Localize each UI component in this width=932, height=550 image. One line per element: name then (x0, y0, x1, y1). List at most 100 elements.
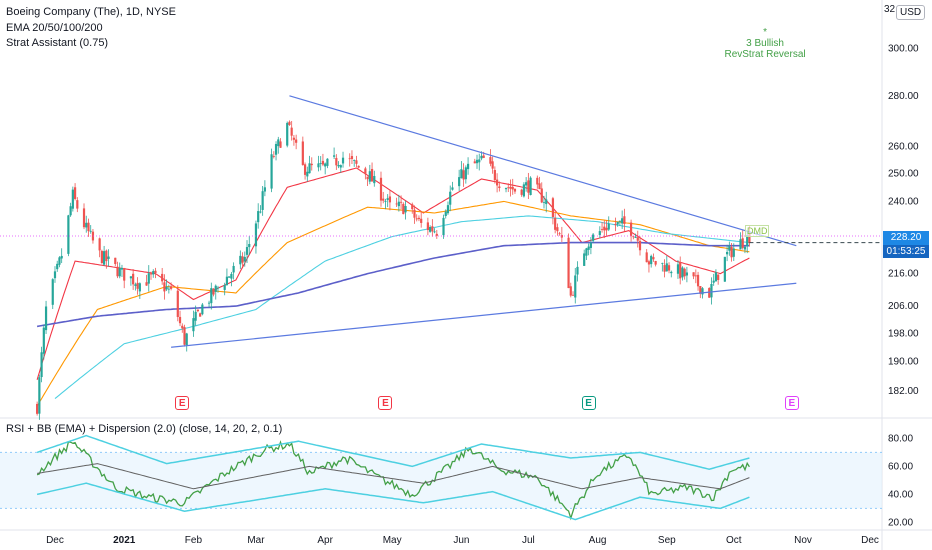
currency-button[interactable]: USD (896, 5, 926, 20)
ema-line-ema-100 (54, 215, 750, 400)
candle (69, 206, 72, 216)
candle (357, 165, 360, 168)
candle (53, 271, 57, 279)
earnings-marker[interactable]: E (378, 396, 393, 410)
candle (451, 187, 454, 190)
symbol-title[interactable]: Boeing Company (The), 1D, NYSE (6, 6, 176, 18)
earnings-marker[interactable]: E (784, 396, 799, 410)
candle (654, 260, 657, 265)
candle (397, 201, 400, 207)
candle (288, 121, 291, 125)
candle (152, 271, 155, 275)
rsi-tick-label: 20.00 (888, 517, 913, 528)
candle (681, 267, 684, 278)
candle (462, 170, 465, 180)
candle (274, 143, 278, 155)
candle (480, 155, 483, 159)
candle (73, 187, 77, 199)
strat-indicator-label[interactable]: Strat Assistant (0.75) (6, 37, 109, 49)
candle (661, 262, 664, 264)
candle (201, 304, 204, 315)
candle (261, 191, 264, 210)
rsi-tick-label: 80.00 (888, 433, 913, 444)
candle (525, 182, 528, 186)
price-tick-label: 260.00 (888, 142, 919, 153)
candle (504, 188, 508, 190)
candle (652, 257, 655, 260)
candle (165, 286, 168, 290)
candle (665, 263, 668, 272)
candle (335, 157, 338, 166)
candle (290, 127, 293, 136)
rsi-line-basis (37, 463, 750, 490)
candle (42, 327, 45, 354)
candle (116, 266, 119, 277)
candle (489, 157, 492, 164)
candle (123, 267, 126, 281)
candle (748, 233, 751, 244)
candle (636, 237, 639, 241)
candle (714, 272, 718, 282)
candle (230, 273, 233, 279)
earnings-marker[interactable]: E (175, 396, 190, 410)
price-tick-label: 190.00 (888, 357, 919, 368)
candle (317, 163, 320, 168)
time-tick-label: Dec (861, 535, 879, 546)
candle (167, 288, 170, 290)
candle (194, 311, 197, 321)
earnings-marker[interactable]: E (581, 396, 596, 410)
candle (341, 157, 345, 164)
candle (638, 241, 642, 251)
candle (308, 163, 311, 174)
candle (491, 161, 494, 169)
candle (583, 253, 586, 266)
candle (413, 209, 416, 218)
trendline (171, 282, 797, 348)
candle (411, 204, 414, 210)
candle (527, 180, 530, 193)
candle (60, 255, 63, 259)
candle (466, 163, 470, 170)
candle (136, 282, 139, 289)
candle (248, 243, 251, 248)
candle (107, 256, 110, 259)
candle (685, 272, 689, 276)
ema-indicator-label[interactable]: EMA 20/50/100/200 (6, 22, 103, 34)
candle (545, 199, 548, 205)
candle (310, 163, 313, 166)
candle (600, 229, 604, 230)
candle (676, 264, 680, 274)
candle (370, 168, 374, 182)
rsi-panel-title[interactable]: RSI + BB (EMA) + Dispersion (2.0) (close… (6, 423, 283, 435)
candle (567, 237, 570, 289)
candle (89, 230, 92, 232)
time-tick-label: Sep (658, 535, 676, 546)
candle (433, 231, 436, 233)
candle (598, 231, 601, 235)
candle (616, 221, 619, 225)
candle (618, 220, 622, 222)
candle (569, 286, 572, 296)
candle (339, 165, 342, 168)
time-tick-label: May (383, 535, 402, 546)
candle (100, 250, 103, 264)
candle (667, 265, 671, 271)
candle (36, 403, 39, 414)
candle (464, 167, 467, 180)
candle (245, 247, 249, 255)
candle (670, 271, 673, 274)
candle (241, 256, 244, 263)
candle (178, 316, 182, 324)
candle (181, 325, 184, 329)
candle (701, 288, 704, 295)
candle (239, 255, 242, 265)
price-tick-label: 240.00 (888, 196, 919, 207)
candle (449, 191, 452, 205)
candle (554, 217, 557, 230)
candle (708, 288, 711, 298)
candle (169, 286, 173, 289)
candle (482, 155, 485, 158)
candle (138, 283, 141, 292)
candle (214, 285, 217, 292)
